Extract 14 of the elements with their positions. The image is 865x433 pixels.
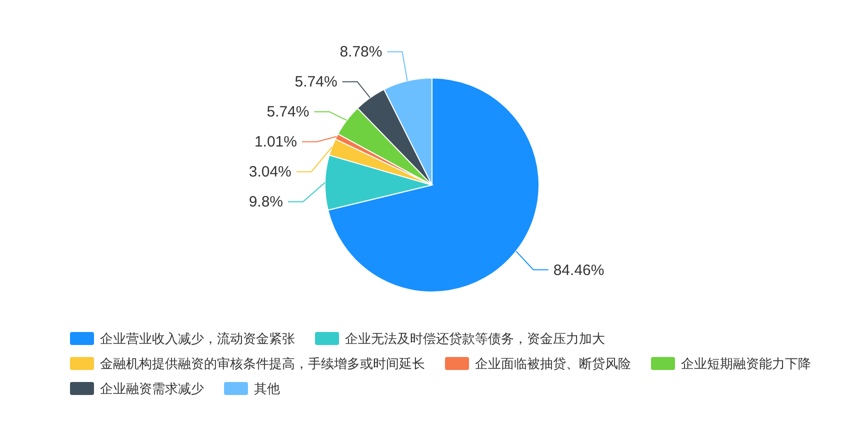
legend-label: 企业短期融资能力下降 — [681, 356, 811, 371]
data-label: 1.01% — [254, 134, 298, 151]
data-label: 5.74% — [294, 74, 338, 91]
data-label: 3.04% — [248, 164, 292, 181]
legend-label: 金融机构提供融资的审核条件提高，手续增多或时间延长 — [100, 356, 425, 371]
legend-label: 企业融资需求减少 — [100, 381, 204, 396]
data-label: 8.78% — [340, 44, 382, 61]
data-label: 84.46% — [553, 262, 604, 279]
legend-label: 企业面临被抽贷、断贷风险 — [475, 356, 631, 371]
legend-label: 企业营业收入减少，流动资金紧张 — [100, 331, 295, 346]
legend-label: 企业无法及时偿还贷款等债务，资金压力加大 — [345, 331, 605, 346]
data-label: 5.74% — [266, 104, 310, 121]
data-label: 9.8% — [248, 194, 284, 211]
legend-label: 其他 — [254, 381, 280, 396]
